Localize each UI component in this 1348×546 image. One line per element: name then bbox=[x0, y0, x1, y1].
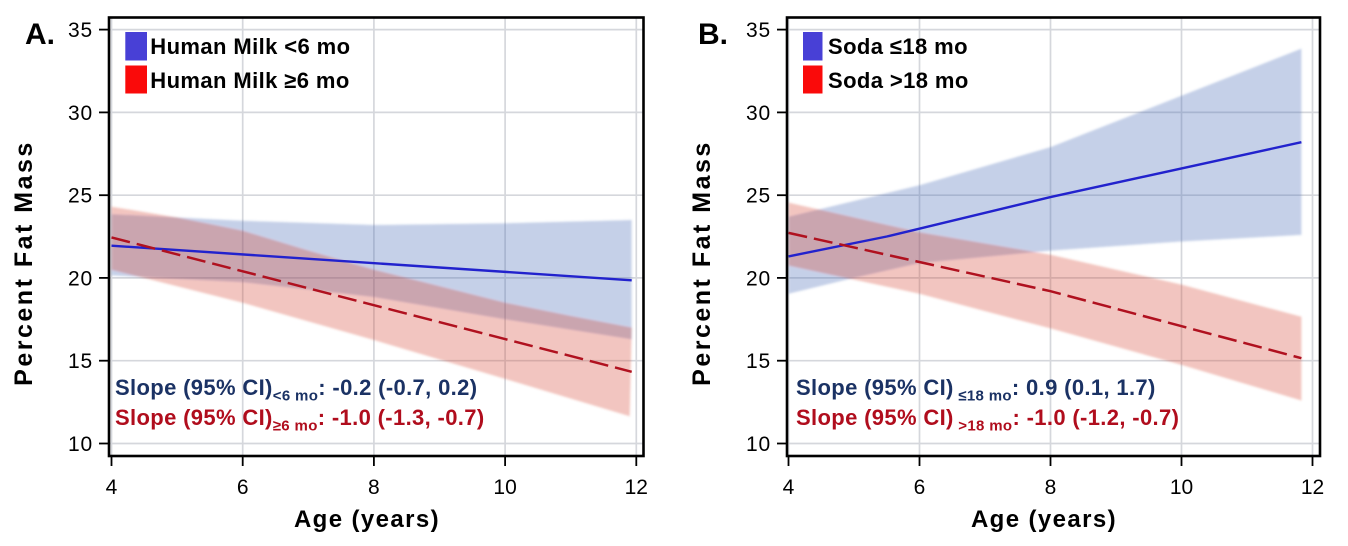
svg-text:A.: A. bbox=[25, 18, 55, 51]
svg-text:30: 30 bbox=[68, 102, 93, 125]
svg-text:4: 4 bbox=[783, 476, 795, 499]
svg-text:Soda ≤18 mo: Soda ≤18 mo bbox=[828, 34, 968, 59]
svg-text:15: 15 bbox=[68, 350, 93, 373]
svg-text:12: 12 bbox=[625, 476, 648, 499]
svg-text:Percent Fat Mass: Percent Fat Mass bbox=[10, 140, 38, 386]
svg-text:Human Milk <6 mo: Human Milk <6 mo bbox=[150, 34, 350, 59]
svg-text:15: 15 bbox=[746, 350, 771, 373]
svg-text:Percent Fat Mass: Percent Fat Mass bbox=[688, 140, 716, 386]
svg-text:10: 10 bbox=[68, 433, 93, 456]
svg-text:Slope (95% CI) ≤18 mo: 0.9 (0.: Slope (95% CI) ≤18 mo: 0.9 (0.1, 1.7) bbox=[796, 375, 1156, 405]
svg-text:Age (years): Age (years) bbox=[294, 506, 440, 533]
svg-text:35: 35 bbox=[746, 19, 771, 42]
svg-text:10: 10 bbox=[746, 433, 771, 456]
svg-text:20: 20 bbox=[746, 267, 771, 290]
svg-text:8: 8 bbox=[1045, 476, 1057, 499]
svg-text:4: 4 bbox=[106, 476, 118, 499]
svg-text:Age (years): Age (years) bbox=[971, 506, 1117, 533]
svg-text:6: 6 bbox=[914, 476, 926, 499]
svg-text:Soda >18 mo: Soda >18 mo bbox=[828, 68, 969, 93]
svg-text:Slope (95% CI) >18 mo: -1.0 (-: Slope (95% CI) >18 mo: -1.0 (-1.2, -0.7) bbox=[796, 405, 1179, 435]
svg-text:Slope (95% CI)≥6 mo: -1.0 (-1.: Slope (95% CI)≥6 mo: -1.0 (-1.3, -0.7) bbox=[115, 405, 485, 435]
svg-text:B.: B. bbox=[698, 18, 728, 51]
svg-text:20: 20 bbox=[68, 267, 93, 290]
svg-text:6: 6 bbox=[237, 476, 249, 499]
svg-text:35: 35 bbox=[68, 19, 93, 42]
svg-text:25: 25 bbox=[68, 185, 93, 208]
svg-text:Human Milk ≥6 mo: Human Milk ≥6 mo bbox=[150, 68, 349, 93]
svg-text:Slope (95% CI)<6 mo: -0.2 (-0.: Slope (95% CI)<6 mo: -0.2 (-0.7, 0.2) bbox=[115, 375, 477, 405]
svg-text:8: 8 bbox=[368, 476, 380, 499]
svg-text:25: 25 bbox=[746, 185, 771, 208]
svg-text:12: 12 bbox=[1301, 476, 1324, 499]
svg-text:10: 10 bbox=[493, 476, 516, 499]
svg-text:10: 10 bbox=[1170, 476, 1193, 499]
svg-text:30: 30 bbox=[746, 102, 771, 125]
